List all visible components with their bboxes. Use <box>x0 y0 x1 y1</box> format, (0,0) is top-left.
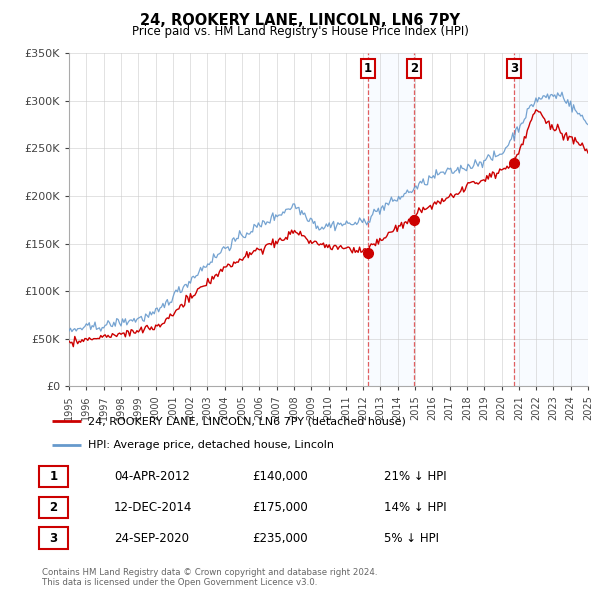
Bar <box>368 53 414 386</box>
Text: This data is licensed under the Open Government Licence v3.0.: This data is licensed under the Open Gov… <box>42 578 317 587</box>
Text: Contains HM Land Registry data © Crown copyright and database right 2024.: Contains HM Land Registry data © Crown c… <box>42 568 377 576</box>
Text: 2: 2 <box>410 61 418 74</box>
Text: 5% ↓ HPI: 5% ↓ HPI <box>384 532 439 545</box>
Text: 3: 3 <box>49 532 58 545</box>
Text: £235,000: £235,000 <box>252 532 308 545</box>
Text: 3: 3 <box>510 61 518 74</box>
Text: Price paid vs. HM Land Registry's House Price Index (HPI): Price paid vs. HM Land Registry's House … <box>131 25 469 38</box>
Text: HPI: Average price, detached house, Lincoln: HPI: Average price, detached house, Linc… <box>88 440 334 450</box>
Text: 24-SEP-2020: 24-SEP-2020 <box>114 532 189 545</box>
Text: 04-APR-2012: 04-APR-2012 <box>114 470 190 483</box>
Text: 14% ↓ HPI: 14% ↓ HPI <box>384 501 446 514</box>
Text: £175,000: £175,000 <box>252 501 308 514</box>
Text: 12-DEC-2014: 12-DEC-2014 <box>114 501 193 514</box>
Text: £140,000: £140,000 <box>252 470 308 483</box>
Text: 1: 1 <box>49 470 58 483</box>
Text: 24, ROOKERY LANE, LINCOLN, LN6 7PY: 24, ROOKERY LANE, LINCOLN, LN6 7PY <box>140 13 460 28</box>
Bar <box>514 53 588 386</box>
Text: 1: 1 <box>364 61 371 74</box>
Text: 24, ROOKERY LANE, LINCOLN, LN6 7PY (detached house): 24, ROOKERY LANE, LINCOLN, LN6 7PY (deta… <box>88 416 406 426</box>
Text: 21% ↓ HPI: 21% ↓ HPI <box>384 470 446 483</box>
Text: 2: 2 <box>49 501 58 514</box>
